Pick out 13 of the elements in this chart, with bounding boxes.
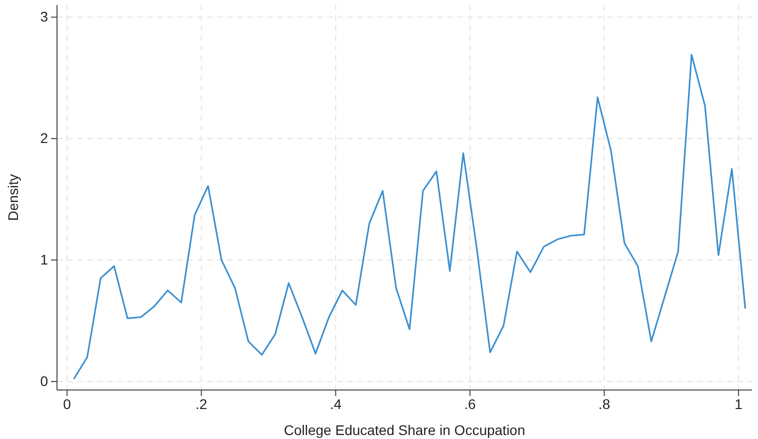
y-tick-label: 0 xyxy=(40,372,48,389)
x-axis-title: College Educated Share in Occupation xyxy=(284,422,526,438)
x-tick-label: .6 xyxy=(464,396,476,412)
x-tick-label: .8 xyxy=(598,396,610,412)
y-tick-label: 1 xyxy=(40,252,48,268)
x-tick-label: .2 xyxy=(196,396,208,412)
y-tick-label: 3 xyxy=(40,8,48,25)
x-tick-label: 1 xyxy=(734,396,743,412)
line-series xyxy=(72,54,746,380)
y-tick-label: 2 xyxy=(40,130,48,146)
y-axis-title: Density xyxy=(5,174,21,221)
x-tick-label: 0 xyxy=(63,396,72,412)
x-tick-label: .4 xyxy=(330,396,342,412)
